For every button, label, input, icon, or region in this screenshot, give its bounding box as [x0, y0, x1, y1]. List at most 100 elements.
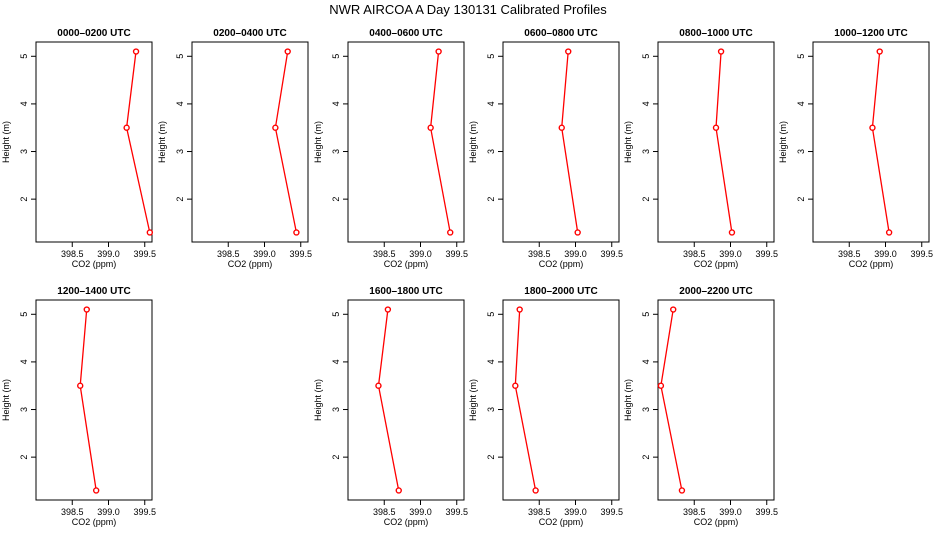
figure-title: NWR AIRCOA A Day 130131 Calibrated Profi… — [329, 2, 607, 17]
y-tick-label: 5 — [19, 54, 29, 59]
y-tick-label: 2 — [19, 455, 29, 460]
profile-point — [512, 382, 519, 389]
profile-point — [83, 306, 90, 313]
profile-line — [715, 51, 733, 233]
y-axis-label: Height (m) — [157, 121, 167, 163]
y-tick-label: 4 — [486, 101, 496, 106]
x-tick-label: 399.0 — [719, 507, 742, 517]
profile-point — [565, 48, 572, 55]
chart-title: 1800–2000 UTC — [524, 286, 597, 297]
y-tick-label: 5 — [641, 54, 651, 59]
profile-point — [375, 382, 382, 389]
profile-line — [79, 309, 97, 491]
x-tick-label: 398.5 — [683, 507, 706, 517]
x-axis-label: CO2 (ppm) — [849, 259, 894, 269]
chart-title: 0200–0400 UTC — [213, 28, 286, 39]
y-tick-label: 3 — [19, 407, 29, 412]
x-tick-label: 399.5 — [910, 249, 933, 259]
x-tick-label: 399.0 — [719, 249, 742, 259]
x-axis-label: CO2 (ppm) — [72, 259, 117, 269]
x-tick-label: 399.5 — [755, 507, 778, 517]
x-axis-label: CO2 (ppm) — [384, 259, 429, 269]
x-tick-label: 399.5 — [445, 249, 468, 259]
x-axis-label: CO2 (ppm) — [539, 517, 584, 527]
profile-line — [871, 51, 890, 233]
profile-point — [146, 229, 154, 236]
y-tick-label: 4 — [19, 359, 29, 364]
x-tick-label: 398.5 — [217, 249, 240, 259]
chart-title: 0400–0600 UTC — [369, 28, 442, 39]
profile-line — [660, 309, 683, 491]
x-tick-label: 399.5 — [445, 507, 468, 517]
chart-title: 2000–2200 UTC — [679, 286, 752, 297]
chart-title: 1000–1200 UTC — [834, 28, 907, 39]
x-axis-label: CO2 (ppm) — [72, 517, 117, 527]
profile-point — [558, 124, 565, 131]
x-tick-label: 398.5 — [838, 249, 861, 259]
plot-frame — [35, 299, 153, 501]
y-tick-label: 3 — [19, 149, 29, 154]
y-tick-label: 5 — [175, 54, 185, 59]
chart-panel: 0000–0200 UTC 398.5 399.0 399.5 2 3 4 5 CO2 (ppm… — [1, 28, 156, 269]
x-tick-label: 399.0 — [253, 249, 276, 259]
profile-point — [395, 487, 402, 494]
plot-frame — [191, 41, 309, 243]
profile-point — [728, 229, 736, 236]
chart-panel: 1000–1200 UTC 398.5 399.0 399.5 2 3 4 5 CO2 (ppm… — [778, 28, 933, 269]
y-tick-label: 4 — [175, 101, 185, 106]
y-axis-label: Height (m) — [623, 379, 633, 421]
chart-title: 0000–0200 UTC — [57, 28, 130, 39]
x-tick-label: 398.5 — [61, 249, 84, 259]
plot-frame — [657, 41, 775, 243]
y-axis-label: Height (m) — [468, 379, 478, 421]
profile-point — [574, 229, 581, 236]
chart-panel: 0600–0800 UTC 398.5 399.0 399.5 2 3 4 5 CO2 (ppm… — [468, 28, 623, 269]
y-tick-label: 3 — [641, 407, 651, 412]
profile-point — [670, 306, 677, 313]
y-tick-label: 5 — [486, 54, 496, 59]
y-tick-label: 4 — [641, 101, 651, 106]
x-tick-label: 399.0 — [97, 249, 120, 259]
profile-line — [561, 51, 579, 233]
profile-line — [274, 51, 298, 233]
x-tick-label: 398.5 — [528, 507, 551, 517]
y-tick-label: 3 — [331, 149, 341, 154]
x-tick-label: 398.5 — [528, 249, 551, 259]
y-axis-label: Height (m) — [1, 379, 11, 421]
y-axis-label: Height (m) — [468, 121, 478, 163]
x-tick-label: 399.5 — [133, 507, 156, 517]
profile-point — [678, 487, 686, 494]
profile-point — [876, 48, 883, 55]
y-tick-label: 4 — [796, 101, 806, 106]
y-tick-label: 2 — [486, 455, 496, 460]
chart-title: 0800–1000 UTC — [679, 28, 752, 39]
y-tick-label: 4 — [331, 359, 341, 364]
x-tick-label: 399.5 — [600, 249, 623, 259]
profile-point — [435, 48, 442, 55]
x-tick-label: 398.5 — [683, 249, 706, 259]
chart-title: 1200–1400 UTC — [57, 286, 130, 297]
profile-point — [272, 124, 279, 131]
y-tick-label: 4 — [331, 101, 341, 106]
profile-point — [92, 487, 100, 494]
y-tick-label: 3 — [331, 407, 341, 412]
y-tick-label: 2 — [175, 197, 185, 202]
y-tick-label: 4 — [641, 359, 651, 364]
profile-point — [123, 124, 130, 131]
y-axis-label: Height (m) — [623, 121, 633, 163]
plot-frame — [502, 41, 620, 243]
profile-point — [532, 487, 539, 494]
plot-frame — [657, 299, 775, 501]
chart-panel: 1800–2000 UTC 398.5 399.0 399.5 2 3 4 5 CO2 (ppm… — [468, 286, 623, 527]
plot-frame — [347, 41, 465, 243]
y-tick-label: 5 — [641, 312, 651, 317]
y-tick-label: 5 — [796, 54, 806, 59]
x-tick-label: 399.5 — [755, 249, 778, 259]
x-axis-label: CO2 (ppm) — [228, 259, 273, 269]
y-tick-label: 2 — [331, 455, 341, 460]
x-tick-label: 399.0 — [97, 507, 120, 517]
chart-panel: 2000–2200 UTC 398.5 399.0 399.5 2 3 4 5 CO2 (ppm… — [623, 286, 778, 527]
y-tick-label: 3 — [175, 149, 185, 154]
profile-point — [447, 229, 454, 236]
